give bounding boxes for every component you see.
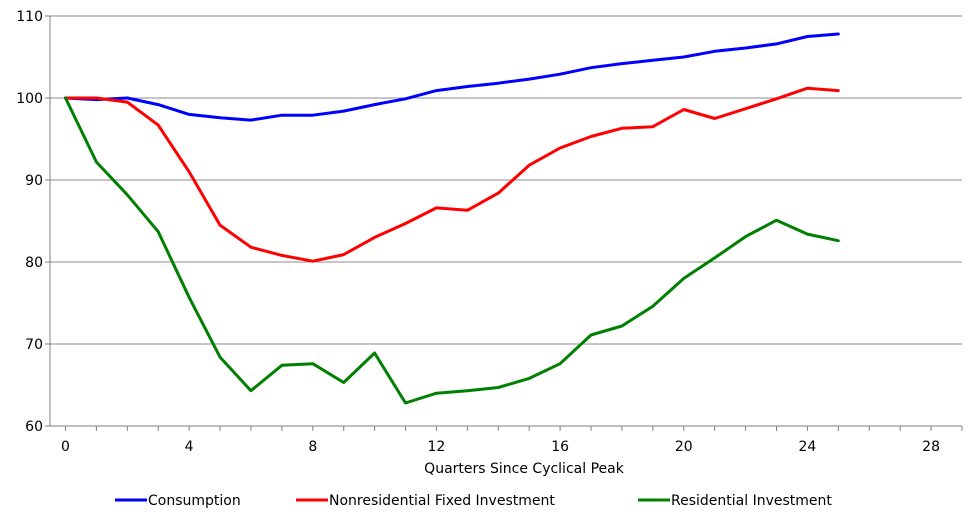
series-line-residential-investment — [64, 96, 840, 405]
y-tick-label: 70 — [25, 337, 43, 353]
y-ticks: 60 70 80 90 100 110 — [16, 9, 50, 435]
x-tick-label: 12 — [428, 439, 446, 455]
x-tick-label: 28 — [922, 439, 940, 455]
y-tick-label: 90 — [25, 173, 43, 189]
x-tick-label: 16 — [551, 439, 569, 455]
y-tick-label: 100 — [16, 91, 43, 107]
axes — [49, 16, 962, 427]
x-axis-title: Quarters Since Cyclical Peak — [424, 461, 625, 477]
legend-label: Residential Investment — [671, 493, 832, 509]
y-tick-label: 110 — [16, 9, 43, 25]
x-tick-label: 20 — [675, 439, 693, 455]
legend-label: Nonresidential Fixed Investment — [329, 493, 555, 509]
x-tick-label: 4 — [185, 439, 194, 455]
legend: Consumption Nonresidential Fixed Investme… — [115, 493, 832, 509]
y-tick-label: 60 — [25, 419, 43, 435]
series-line-nonresidential-fixed-investment — [64, 86, 840, 263]
series-line-consumption — [64, 32, 840, 122]
x-ticks: 0 4 8 12 16 20 24 28 — [61, 426, 963, 455]
series-layer — [64, 32, 840, 405]
gridlines — [50, 15, 962, 345]
x-tick-label: 8 — [308, 439, 317, 455]
legend-label: Consumption — [148, 493, 241, 509]
x-tick-label: 0 — [61, 439, 70, 455]
y-tick-label: 80 — [25, 255, 43, 271]
x-tick-label: 24 — [799, 439, 817, 455]
